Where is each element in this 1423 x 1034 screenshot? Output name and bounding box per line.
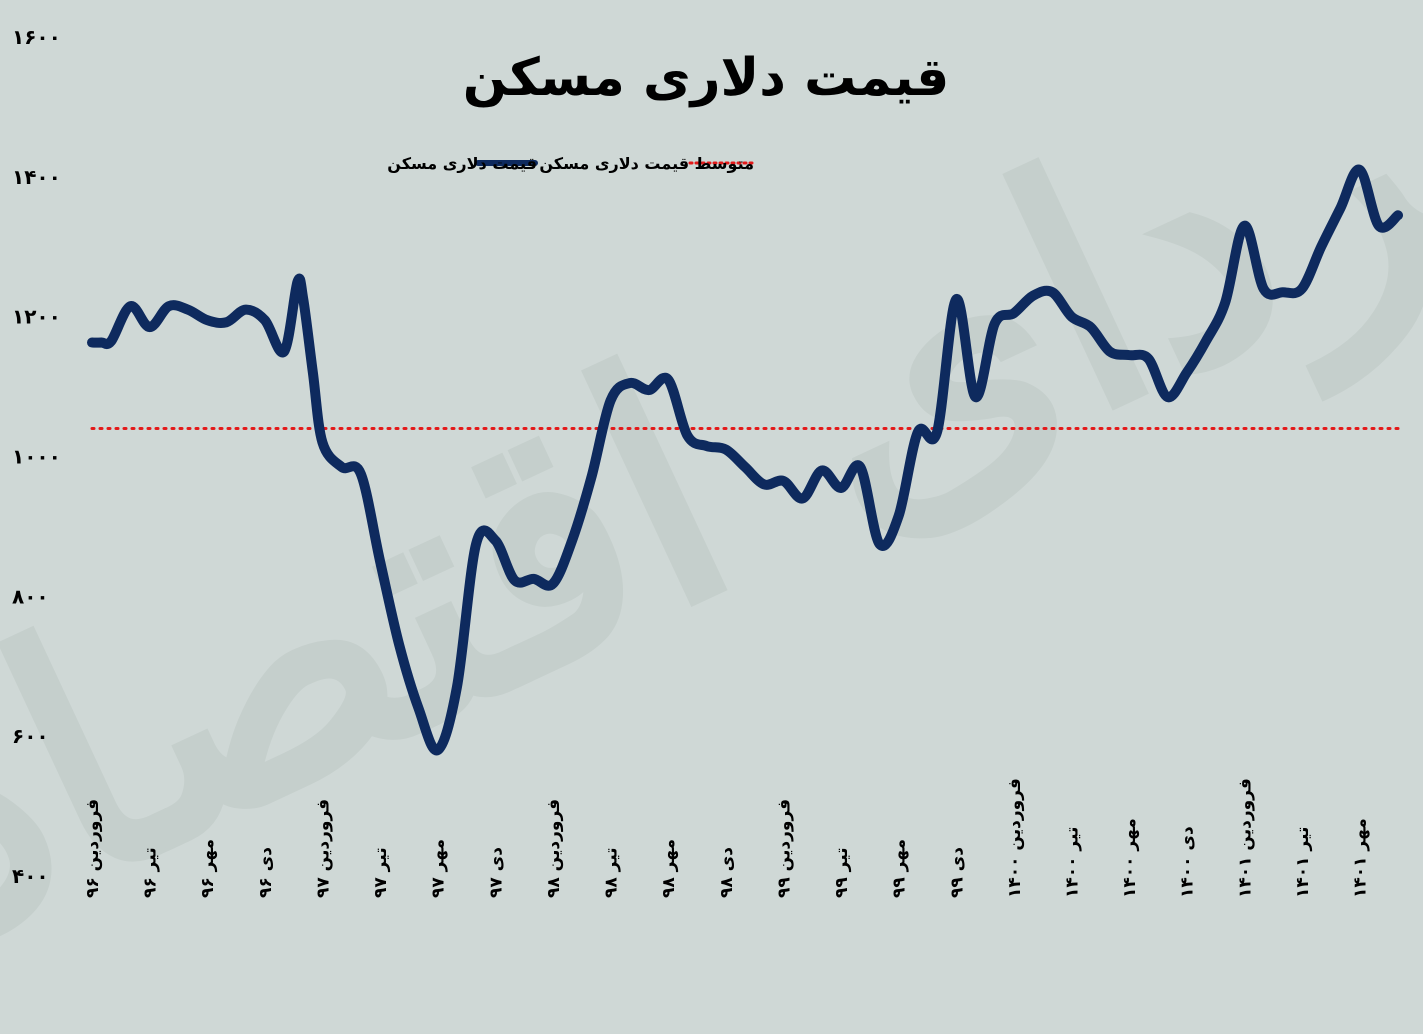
y-tick-label: ۴۰۰ [12,864,49,888]
x-tick-label: تیر ۱۴۰۰ [1063,827,1083,898]
x-tick-label: تیر ۹۷ [371,847,391,898]
legend-label-average: متوسط قیمت دلاری مسکن [539,154,754,173]
x-tick-label: تیر ۹۶ [141,847,161,898]
series-line-price [87,164,1403,756]
x-tick-label: مهر ۹۷ [429,839,449,898]
x-tick-label: تیر ۹۹ [832,847,852,898]
legend: قیمت دلاری مسکن متوسط قیمت دلاری مسکن [387,154,754,173]
x-tick-label: مهر ۹۹ [890,839,910,898]
x-tick-label: مهر ۱۴۰۱ [1351,818,1371,898]
chart-title: قیمت دلاری مسکن [463,48,950,108]
x-tick-label: تیر ۱۴۰۱ [1293,827,1313,898]
x-tick-label: مهر ۹۸ [659,839,679,898]
legend-label-price: قیمت دلاری مسکن [387,154,537,173]
x-tick-label: دی ۱۴۰۰ [1178,826,1198,898]
y-axis: ۴۰۰ ۶۰۰ ۸۰۰ ۱۰۰۰ ۱۲۰۰ ۱۴۰۰ ۱۶۰۰ [12,25,61,888]
x-tick-label: دی ۹۷ [486,847,506,898]
x-tick-label: دی ۹۶ [256,847,276,898]
y-tick-label: ۱۴۰۰ [12,165,61,189]
y-tick-label: ۶۰۰ [12,724,49,748]
x-tick-label: دی ۹۸ [717,847,737,898]
x-tick-label: فروردین ۱۴۰۱ [1235,778,1255,898]
y-tick-label: ۱۰۰۰ [12,445,61,469]
x-tick-label: دی ۹۹ [947,847,967,898]
y-tick-label: ۱۲۰۰ [12,305,61,329]
y-tick-label: ۱۶۰۰ [12,25,61,49]
x-tick-label: فروردین ۱۴۰۰ [1005,778,1025,898]
x-tick-label: تیر ۹۸ [602,847,622,898]
x-tick-label: مهر ۱۴۰۰ [1120,818,1140,898]
x-tick-label: فروردین ۹۷ [313,799,333,898]
y-tick-label: ۸۰۰ [12,584,49,608]
x-tick-label: فروردین ۹۸ [544,799,564,898]
x-axis: فروردین ۹۶ تیر ۹۶ مهر ۹۶ دی ۹۶ فروردین ۹۷ تیر… [83,778,1371,898]
x-tick-label: فروردین ۹۹ [774,799,794,898]
x-tick-label: مهر ۹۶ [198,839,218,898]
x-tick-label: فروردین ۹۶ [83,799,103,898]
